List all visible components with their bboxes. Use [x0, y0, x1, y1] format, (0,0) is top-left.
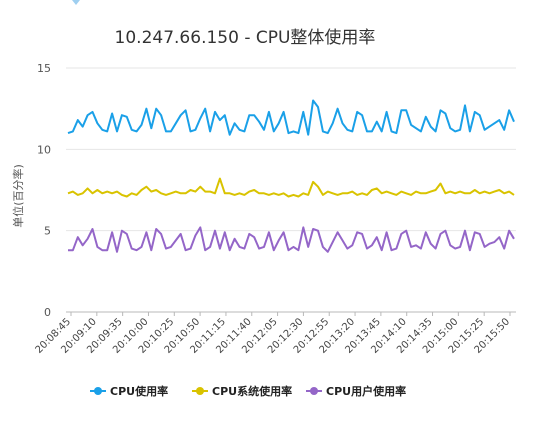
legend-marker	[94, 387, 102, 395]
legend-marker	[310, 387, 318, 395]
series-line-0	[67, 99, 515, 136]
y-tick-label: 0	[44, 306, 51, 319]
series-line-2	[68, 226, 515, 253]
series-lines	[67, 99, 515, 253]
y-tick-labels: 0 5 10 15	[37, 62, 51, 319]
x-tick-labels: 20:08:4520:09:1020:09:3520:10:0020:10:25…	[34, 316, 513, 356]
grid-lines	[66, 67, 516, 316]
legend-label[interactable]: CPU系统使用率	[212, 384, 292, 398]
series-line-1	[67, 177, 515, 198]
title-icon	[72, 0, 80, 5]
y-axis-label: 单位(百分率)	[11, 164, 25, 228]
legend-label[interactable]: CPU使用率	[110, 384, 168, 398]
legend-label[interactable]: CPU用户使用率	[326, 384, 406, 398]
y-tick-label: 15	[37, 62, 51, 75]
legend-marker	[196, 387, 204, 395]
chart-title: 10.247.66.150 - CPU整体使用率	[115, 27, 376, 48]
legend: CPU使用率 CPU系统使用率 CPU用户使用率	[90, 384, 406, 398]
y-tick-label: 5	[44, 225, 51, 238]
y-tick-label: 10	[37, 143, 51, 156]
